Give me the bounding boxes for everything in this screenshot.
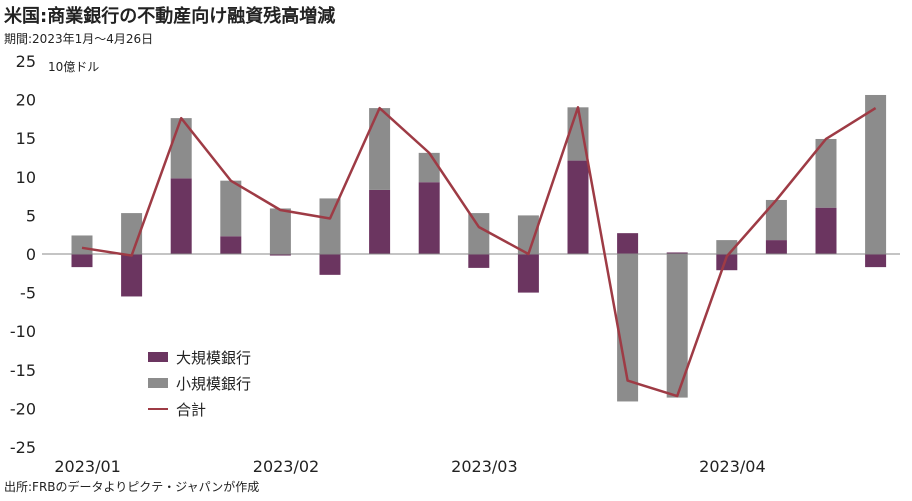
bar-segment bbox=[269, 208, 291, 254]
total-line bbox=[81, 106, 877, 398]
bar-segment bbox=[468, 213, 490, 254]
y-axis-unit: 10億ドル bbox=[48, 60, 100, 74]
legend-label-large-banks: 大規模銀行 bbox=[176, 348, 252, 367]
legend-swatch-small-banks bbox=[148, 378, 168, 388]
bar-segment bbox=[865, 254, 887, 268]
bar-segment bbox=[170, 178, 192, 254]
bar-segment bbox=[220, 180, 242, 237]
bar-segment bbox=[319, 254, 341, 275]
source-note: 出所:FRBのデータよりピクテ・ジャパンが作成 bbox=[4, 480, 260, 494]
bar-segment bbox=[815, 138, 837, 208]
bar-segment bbox=[220, 236, 242, 254]
bar-segment bbox=[269, 254, 291, 256]
y-tick-label: -10 bbox=[10, 322, 36, 341]
legend-item-small-banks: 小規模銀行 bbox=[148, 370, 251, 396]
legend-swatch-large-banks bbox=[148, 352, 168, 362]
y-tick-label: 10 bbox=[16, 168, 36, 187]
chart-subtitle: 期間:2023年1月～4月26日 bbox=[4, 32, 154, 46]
bar-segment bbox=[765, 240, 787, 254]
bar-segment bbox=[319, 198, 341, 254]
x-tick-label: 2023/03 bbox=[451, 457, 517, 476]
y-tick-label: 0 bbox=[26, 245, 36, 264]
x-tick-label: 2023/02 bbox=[253, 457, 319, 476]
bar-segment bbox=[517, 215, 539, 254]
bar-segment bbox=[716, 254, 738, 271]
y-tick-label: -20 bbox=[10, 399, 36, 418]
bar-segment bbox=[418, 152, 440, 183]
legend-item-total: 合計 bbox=[148, 396, 251, 422]
bar-segment bbox=[71, 235, 93, 254]
y-tick-label: 15 bbox=[16, 129, 36, 148]
bar-segment bbox=[617, 254, 639, 402]
bar-segment bbox=[567, 160, 589, 254]
bar-segment bbox=[666, 252, 688, 254]
bar-segment bbox=[121, 254, 143, 297]
y-tick-label: -5 bbox=[20, 284, 36, 303]
y-axis-ticks: 25 20 15 10 5 0 -5 -10 -15 -20 -25 bbox=[10, 52, 36, 457]
legend-label-total: 合計 bbox=[176, 400, 207, 419]
bar-segment bbox=[765, 199, 787, 241]
bar-segment bbox=[865, 94, 887, 254]
legend-label-small-banks: 小規模銀行 bbox=[176, 374, 252, 393]
legend-item-large-banks: 大規模銀行 bbox=[148, 344, 251, 370]
bar-segment bbox=[666, 254, 688, 398]
bar-segment bbox=[468, 254, 490, 268]
legend: 大規模銀行 小規模銀行 合計 bbox=[148, 344, 251, 422]
bar-segment bbox=[369, 189, 391, 254]
y-tick-label: 25 bbox=[16, 52, 36, 71]
bar-segment bbox=[815, 207, 837, 254]
bar-segment bbox=[418, 182, 440, 254]
x-axis-ticks: 2023/01 2023/02 2023/03 2023/04 bbox=[54, 457, 765, 476]
x-tick-label: 2023/01 bbox=[54, 457, 120, 476]
y-tick-label: -15 bbox=[10, 361, 36, 380]
bar-segment bbox=[517, 254, 539, 293]
y-tick-label: -25 bbox=[10, 438, 36, 457]
legend-swatch-total bbox=[148, 408, 168, 410]
chart-title: 米国:商業銀行の不動産向け融資残高増減 bbox=[4, 6, 336, 27]
bar-segment bbox=[369, 108, 391, 190]
y-tick-label: 5 bbox=[26, 206, 36, 225]
y-tick-label: 20 bbox=[16, 91, 36, 110]
x-tick-label: 2023/04 bbox=[699, 457, 765, 476]
bar-segment bbox=[617, 233, 639, 254]
bar-segment bbox=[71, 254, 93, 268]
